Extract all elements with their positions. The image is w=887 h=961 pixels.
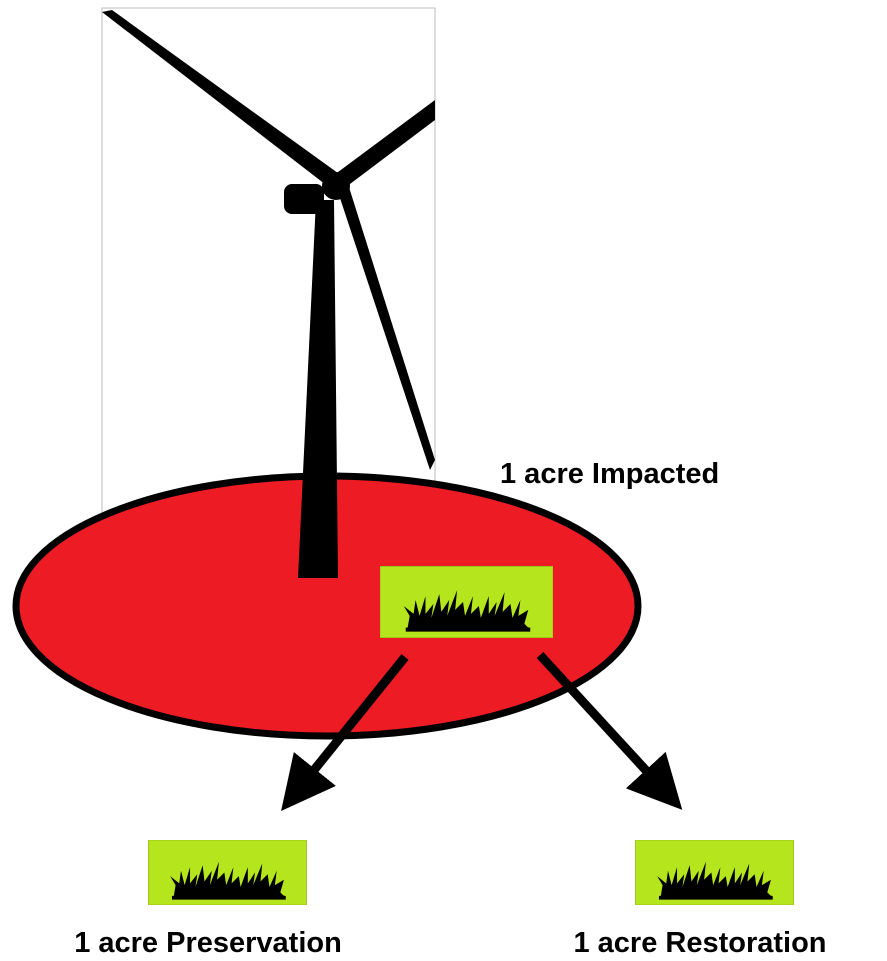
grass-patch [149,840,307,905]
arrow-restoration [540,655,664,790]
turbine-frame [102,8,435,520]
diagram: 1 acre Impacted 1 acre Preservation 1 ac… [0,0,887,961]
preservation-label: 1 acre Preservation [74,927,342,959]
impacted-label: 1 acre Impacted [500,458,719,490]
page: 1 acre Impacted 1 acre Preservation 1 ac… [0,0,887,961]
restoration-label: 1 acre Restoration [573,927,826,959]
grass-patch [380,566,553,637]
grass-patch [636,840,794,905]
